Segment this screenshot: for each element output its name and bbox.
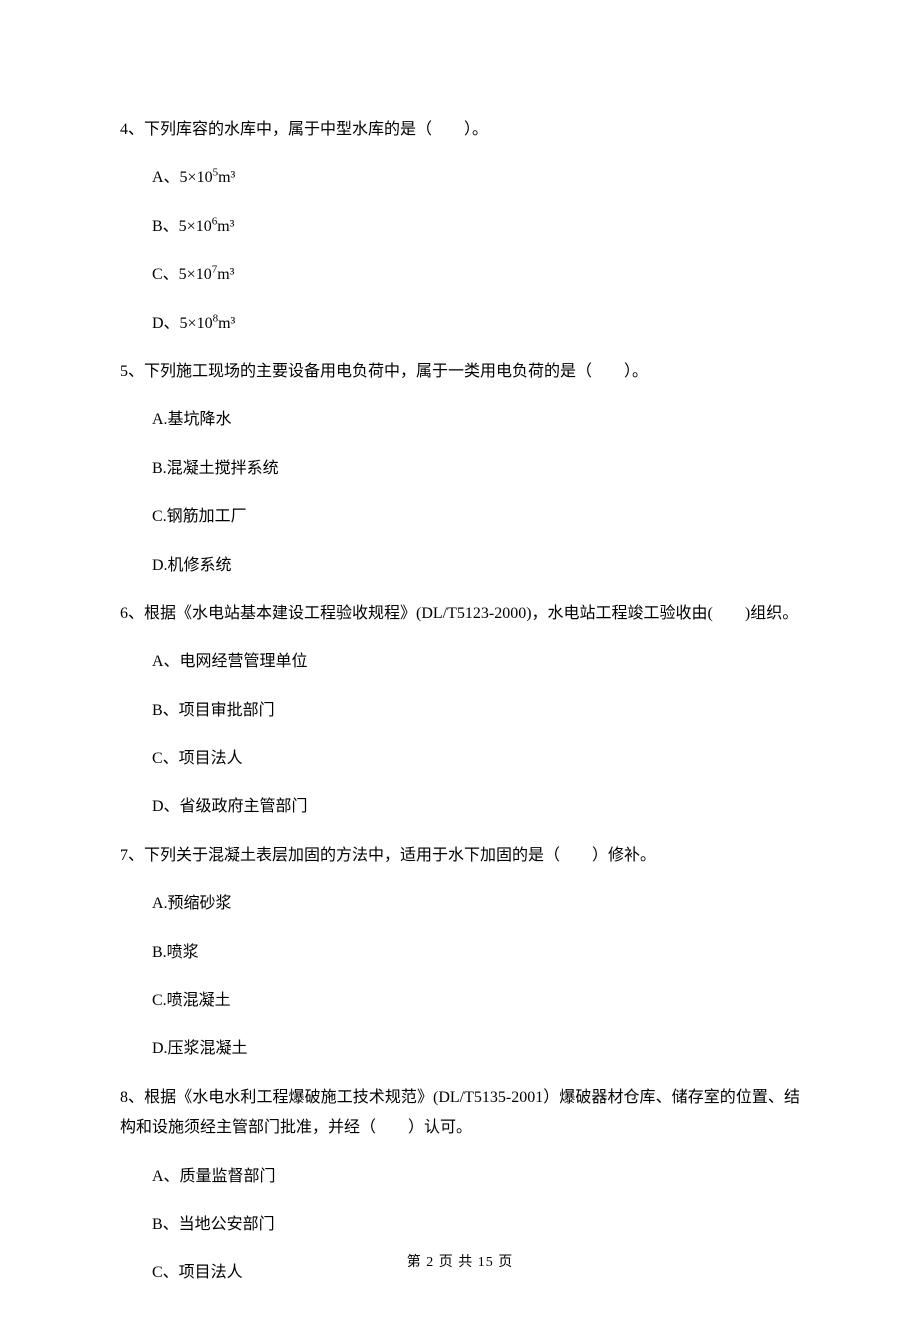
- question-5-option-a: A.基坑降水: [120, 405, 800, 435]
- question-4-stem: 4、下列库容的水库中，属于中型水库的是（ ）。: [120, 115, 800, 145]
- opt-unit: m³: [218, 315, 235, 332]
- page-footer: 第 2 页 共 15 页: [0, 1252, 920, 1273]
- opt-text: C、5×10: [152, 266, 212, 283]
- opt-text: A、5×10: [152, 169, 213, 186]
- question-7-stem: 7、下列关于混凝土表层加固的方法中，适用于水下加固的是（ ）修补。: [120, 841, 800, 871]
- opt-text: B、5×10: [152, 218, 212, 235]
- question-6-option-d: D、省级政府主管部门: [120, 792, 800, 822]
- opt-text: D、5×10: [152, 315, 213, 332]
- opt-unit: m³: [218, 169, 235, 186]
- opt-unit: m³: [217, 218, 234, 235]
- question-6-stem: 6、根据《水电站基本建设工程验收规程》(DL/T5123-2000)，水电站工程…: [120, 599, 800, 629]
- question-7-option-a: A.预缩砂浆: [120, 889, 800, 919]
- question-8-option-a: A、质量监督部门: [120, 1162, 800, 1192]
- question-4-option-b: B、5×106m³: [120, 212, 800, 242]
- question-7-option-c: C.喷混凝土: [120, 986, 800, 1016]
- question-6-option-a: A、电网经营管理单位: [120, 647, 800, 677]
- question-8-stem: 8、根据《水电水利工程爆破施工技术规范》(DL/T5135-2001）爆破器材仓…: [120, 1083, 800, 1144]
- question-7-option-b: B.喷浆: [120, 938, 800, 968]
- question-8-option-b: B、当地公安部门: [120, 1210, 800, 1240]
- question-5-option-b: B.混凝土搅拌系统: [120, 454, 800, 484]
- document-page: 4、下列库容的水库中，属于中型水库的是（ ）。 A、5×105m³ B、5×10…: [0, 0, 920, 1337]
- question-6-option-c: C、项目法人: [120, 744, 800, 774]
- opt-unit: m³: [217, 266, 234, 283]
- question-5-stem: 5、下列施工现场的主要设备用电负荷中，属于一类用电负荷的是（ ）。: [120, 357, 800, 387]
- question-5-option-c: C.钢筋加工厂: [120, 502, 800, 532]
- question-4-option-a: A、5×105m³: [120, 163, 800, 193]
- question-5-option-d: D.机修系统: [120, 551, 800, 581]
- question-7-option-d: D.压浆混凝土: [120, 1034, 800, 1064]
- question-6-option-b: B、项目审批部门: [120, 696, 800, 726]
- question-4-option-c: C、5×107m³: [120, 260, 800, 290]
- question-4-option-d: D、5×108m³: [120, 309, 800, 339]
